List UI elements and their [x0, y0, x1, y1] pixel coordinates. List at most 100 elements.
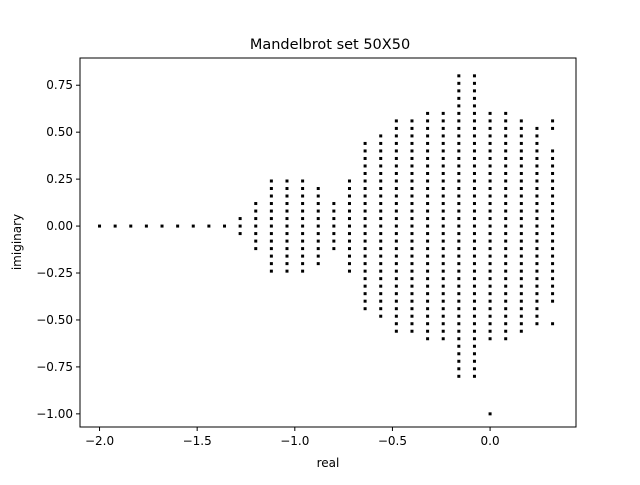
- scatter-point: [316, 187, 320, 191]
- scatter-point: [441, 187, 445, 191]
- scatter-point: [394, 179, 398, 183]
- scatter-point: [551, 299, 555, 303]
- scatter-point: [316, 194, 320, 198]
- scatter-point: [504, 164, 508, 168]
- scatter-point: [457, 262, 461, 266]
- scatter-point: [535, 202, 539, 206]
- scatter-point: [457, 337, 461, 341]
- scatter-point: [488, 329, 492, 333]
- scatter-point: [410, 329, 414, 333]
- scatter-point: [535, 292, 539, 296]
- scatter-point: [519, 179, 523, 183]
- scatter-point: [457, 247, 461, 251]
- scatter-point: [379, 164, 383, 168]
- scatter-point: [472, 126, 476, 130]
- scatter-point: [551, 224, 555, 228]
- scatter-point: [441, 164, 445, 168]
- scatter-point: [504, 171, 508, 175]
- scatter-point: [457, 269, 461, 273]
- scatter-point: [488, 202, 492, 206]
- scatter-point: [426, 247, 430, 251]
- scatter-point: [379, 202, 383, 206]
- scatter-point: [457, 96, 461, 100]
- scatter-point: [535, 239, 539, 243]
- scatter-point: [441, 194, 445, 198]
- scatter-point: [285, 269, 289, 273]
- scatter-point: [410, 209, 414, 213]
- scatter-point: [363, 187, 367, 191]
- scatter-point: [519, 187, 523, 191]
- scatter-point: [535, 179, 539, 183]
- scatter-point: [488, 134, 492, 138]
- scatter-point: [457, 374, 461, 378]
- scatter-point: [457, 292, 461, 296]
- scatter-point: [269, 217, 273, 221]
- scatter-point: [394, 149, 398, 153]
- scatter-point: [535, 217, 539, 221]
- scatter-point: [535, 232, 539, 236]
- scatter-point: [535, 322, 539, 326]
- scatter-point: [285, 224, 289, 228]
- scatter-point: [535, 156, 539, 160]
- y-axis-ticks: −1.00 −0.75 −0.50 −0.25 0.00 0.25 0.50 0.75: [36, 78, 80, 421]
- scatter-point: [129, 224, 133, 228]
- scatter-point: [301, 224, 305, 228]
- scatter-point: [410, 202, 414, 206]
- scatter-point: [488, 262, 492, 266]
- scatter-point: [176, 224, 180, 228]
- scatter-point: [394, 299, 398, 303]
- scatter-point: [457, 164, 461, 168]
- scatter-point: [441, 337, 445, 341]
- scatter-point: [441, 202, 445, 206]
- scatter-point: [379, 232, 383, 236]
- scatter-point: [519, 217, 523, 221]
- scatter-point: [441, 141, 445, 145]
- scatter-point: [379, 239, 383, 243]
- scatter-point: [426, 299, 430, 303]
- scatter-point: [316, 262, 320, 266]
- y-tick-label: 0.50: [46, 125, 73, 139]
- scatter-point: [441, 284, 445, 288]
- scatter-point: [551, 262, 555, 266]
- scatter-point: [488, 111, 492, 115]
- scatter-point: [426, 111, 430, 115]
- scatter-point: [347, 217, 351, 221]
- scatter-point: [441, 232, 445, 236]
- y-tick-label: 0.75: [46, 78, 73, 92]
- scatter-point: [363, 179, 367, 183]
- scatter-point: [394, 134, 398, 138]
- scatter-point: [363, 224, 367, 228]
- scatter-point: [363, 277, 367, 281]
- scatter-point: [285, 262, 289, 266]
- scatter-point: [535, 209, 539, 213]
- scatter-point: [488, 224, 492, 228]
- scatter-point: [285, 254, 289, 258]
- scatter-point: [457, 149, 461, 153]
- scatter-point: [426, 126, 430, 130]
- scatter-point: [441, 277, 445, 281]
- scatter-point: [535, 269, 539, 273]
- scatter-point: [332, 202, 336, 206]
- scatter-point: [504, 322, 508, 326]
- x-tick-label: −0.5: [378, 434, 407, 448]
- scatter-point: [269, 239, 273, 243]
- scatter-point: [426, 307, 430, 311]
- scatter-point: [519, 202, 523, 206]
- scatter-point: [472, 337, 476, 341]
- scatter-point: [472, 104, 476, 108]
- scatter-point: [363, 141, 367, 145]
- scatter-point: [488, 314, 492, 318]
- scatter-point: [441, 134, 445, 138]
- scatter-point: [519, 262, 523, 266]
- scatter-point: [472, 111, 476, 115]
- scatter-point: [379, 149, 383, 153]
- scatter-point: [472, 171, 476, 175]
- scatter-point: [504, 187, 508, 191]
- scatter-point: [379, 171, 383, 175]
- scatter-point: [285, 202, 289, 206]
- scatter-point: [551, 126, 555, 130]
- scatter-point: [410, 156, 414, 160]
- scatter-point: [504, 299, 508, 303]
- scatter-point: [426, 179, 430, 183]
- scatter-point: [535, 187, 539, 191]
